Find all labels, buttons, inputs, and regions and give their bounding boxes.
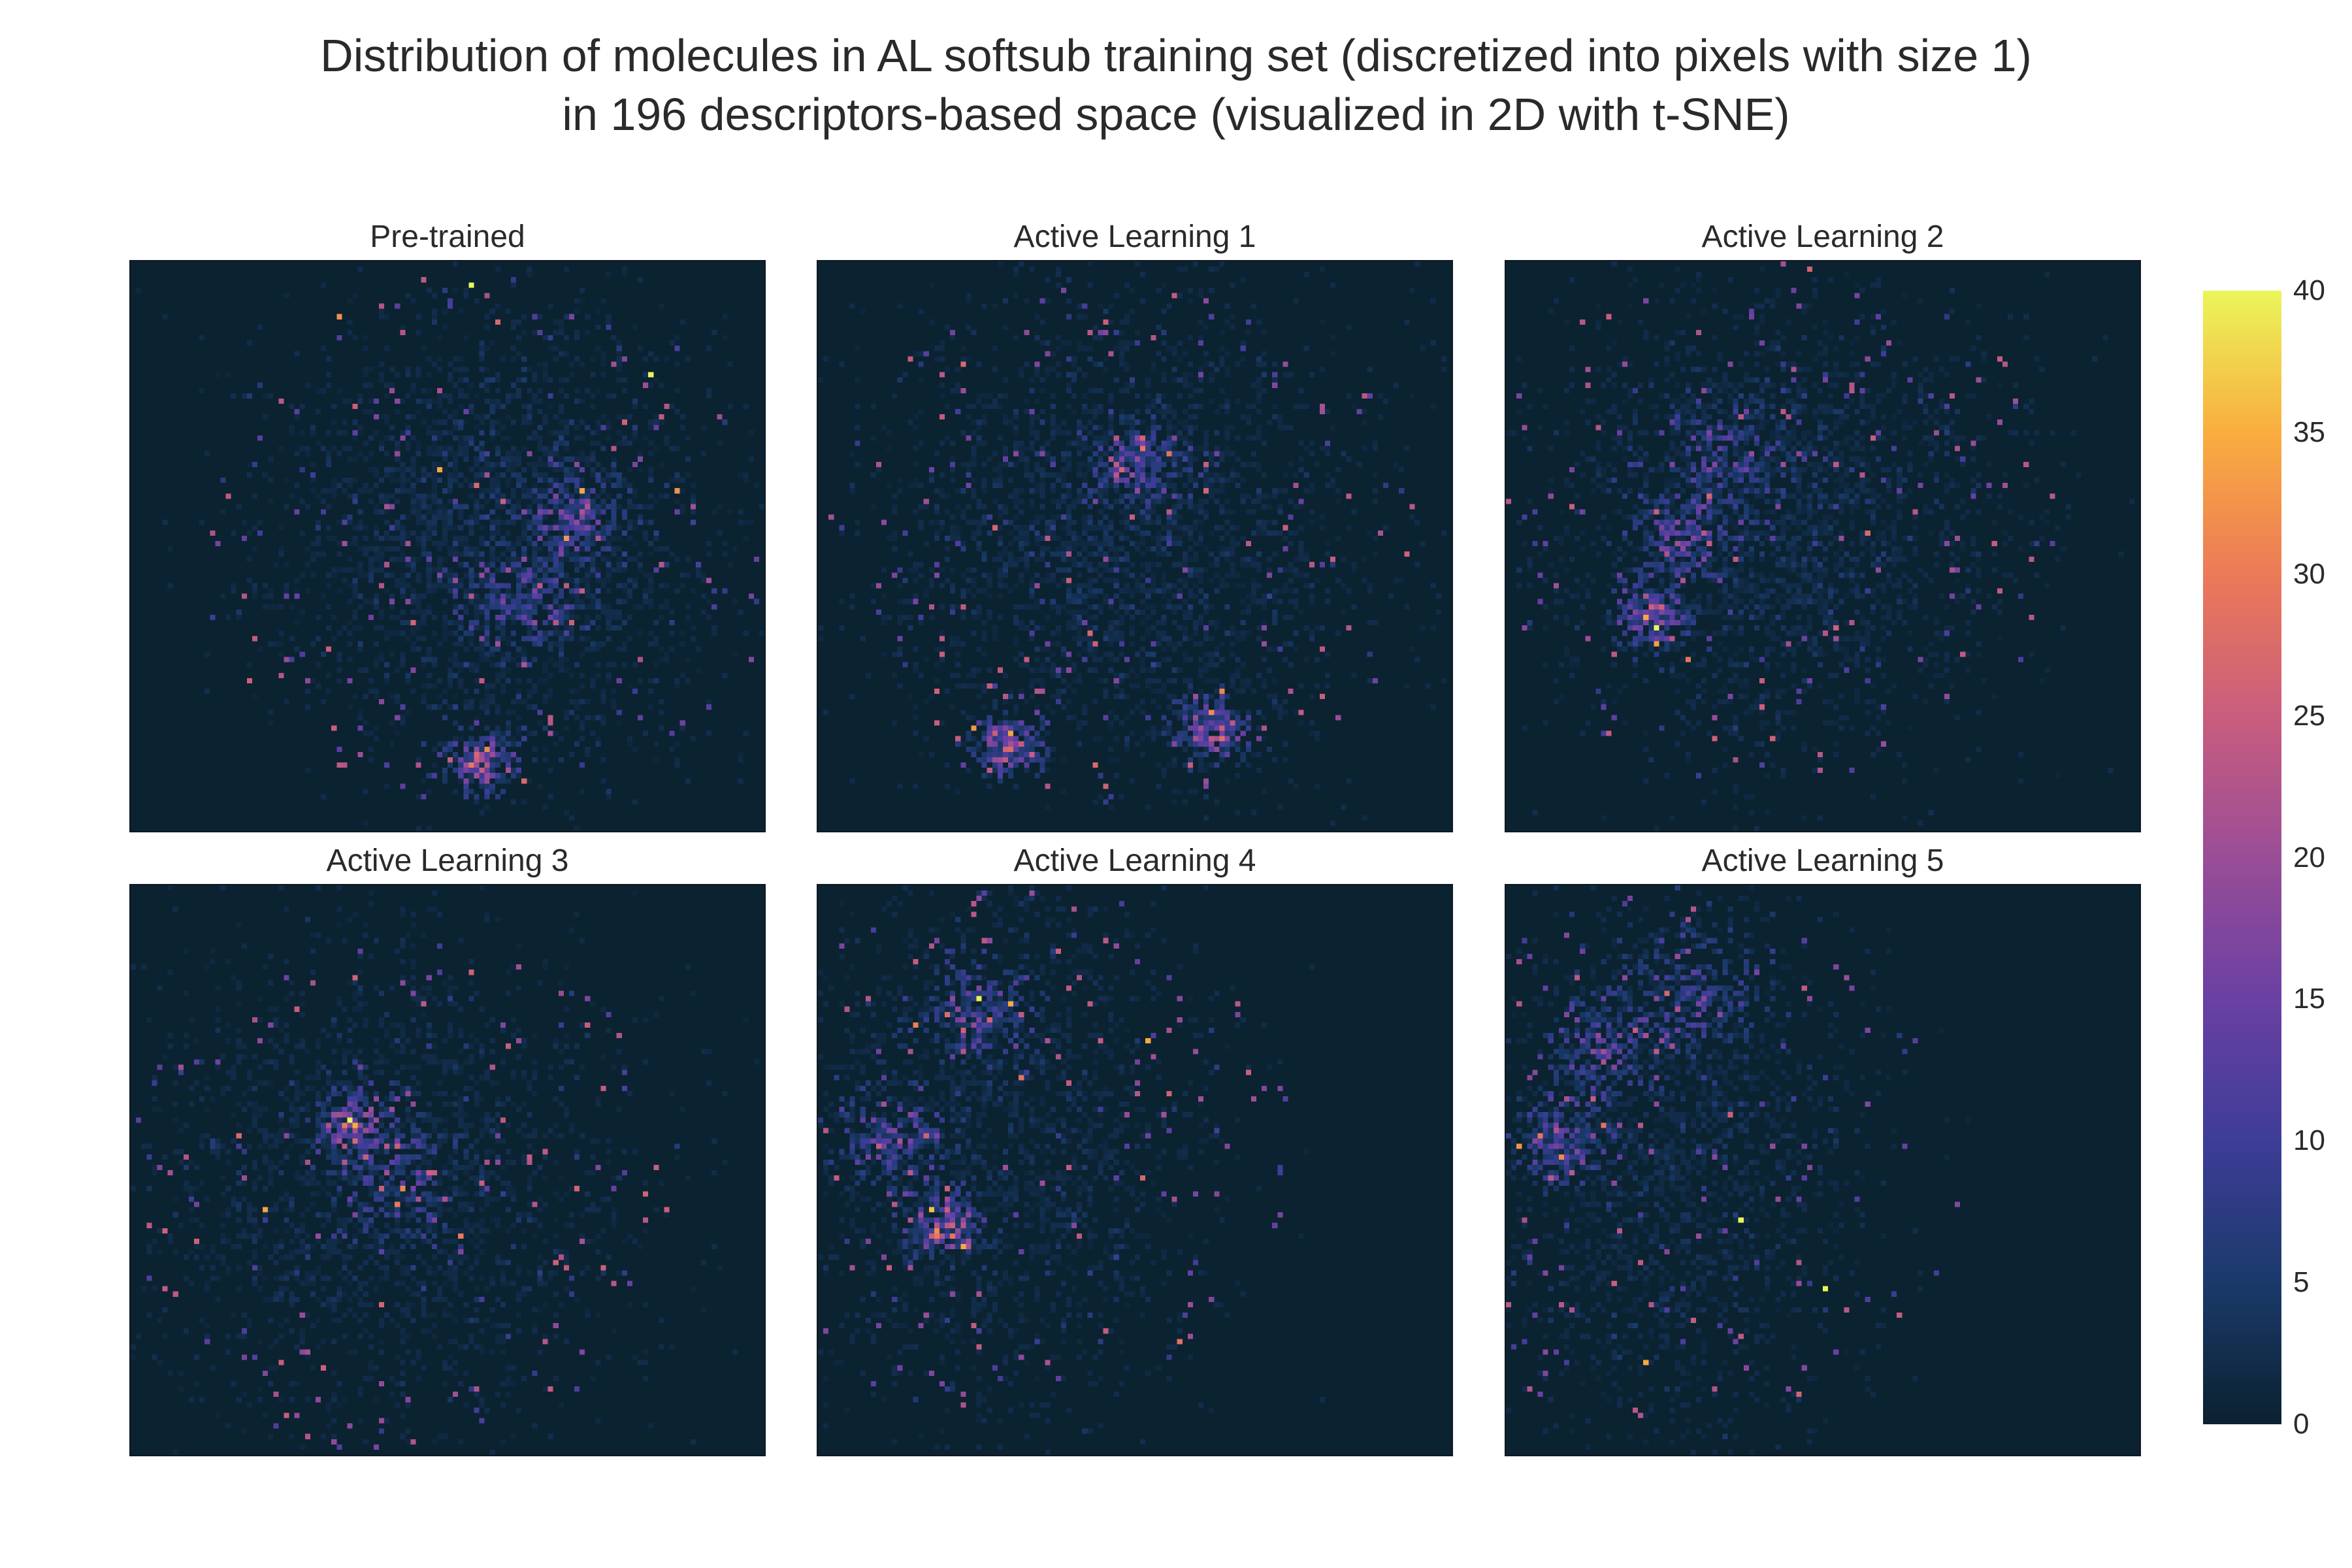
colorbar-tick-label: 5 (2293, 1266, 2310, 1299)
panel-title-active-learning-4: Active Learning 4 (1013, 843, 1256, 878)
colorbar-tick-label: 35 (2293, 416, 2325, 448)
panel-title-pre-trained: Pre-trained (370, 220, 525, 254)
chart-title: Distribution of molecules in AL softsub … (0, 26, 2352, 144)
colorbar-tick-label: 10 (2293, 1124, 2325, 1157)
heatmap-panel-active-learning-4 (817, 884, 1453, 1456)
panel-title-active-learning-3: Active Learning 3 (326, 843, 569, 878)
chart-title-line-1: Distribution of molecules in AL softsub … (320, 30, 2032, 81)
chart-title-line-2: in 196 descriptors-based space (visualiz… (562, 89, 1790, 140)
colorbar-tick-label: 20 (2293, 841, 2325, 874)
panel-title-active-learning-2: Active Learning 2 (1701, 220, 1944, 254)
colorbar-tick-label: 40 (2293, 274, 2325, 306)
heatmap-panel-active-learning-2 (1505, 260, 2141, 832)
heatmap-panel-active-learning-1 (817, 260, 1453, 832)
colorbar-tick-label: 15 (2293, 983, 2325, 1015)
colorbar-tick-label: 25 (2293, 699, 2325, 732)
colorbar-tick-label: 0 (2293, 1408, 2310, 1440)
colorbar-tick-label: 30 (2293, 557, 2325, 590)
colorbar (2203, 291, 2281, 1424)
heatmap-panel-active-learning-3 (129, 884, 766, 1456)
heatmap-panel-pre-trained (129, 260, 766, 832)
panel-title-active-learning-1: Active Learning 1 (1013, 220, 1256, 254)
heatmap-panel-active-learning-5 (1505, 884, 2141, 1456)
panel-title-active-learning-5: Active Learning 5 (1701, 843, 1944, 878)
